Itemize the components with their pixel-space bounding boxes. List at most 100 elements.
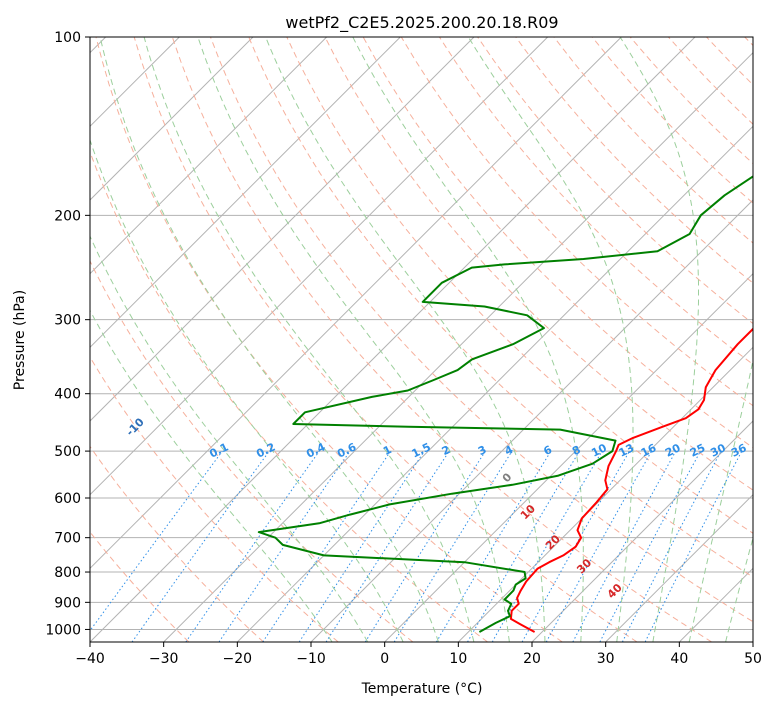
mixing-ratio-line — [262, 450, 392, 642]
moist-adiabat-line — [352, 37, 584, 642]
isotherm-line — [384, 272, 753, 642]
isotherm-line — [678, 567, 753, 642]
mixing-ratio-label: 6 — [541, 443, 554, 458]
dry-adiabat-line — [90, 531, 190, 642]
x-tick-label: −20 — [223, 651, 253, 667]
plot-frame — [89, 36, 754, 643]
dry-adiabat-line — [515, 37, 753, 284]
isotherm-line — [90, 37, 696, 642]
dry-adiabat-line — [286, 37, 753, 534]
mixing-ratio-label: 1 — [381, 443, 394, 458]
moist-adiabat-line — [90, 235, 369, 642]
x-tick-label: 20 — [523, 651, 541, 667]
mixing-ratio-line — [364, 450, 486, 642]
mixing-ratio-label: 25 — [688, 441, 707, 459]
mixing-ratio-line — [545, 450, 653, 642]
dry-adiabat-line — [90, 150, 488, 642]
mixing-ratio-label: 0.4 — [304, 440, 328, 460]
isotherm-line — [457, 346, 753, 642]
mixing-ratio-line — [298, 450, 425, 642]
isotherm-line — [90, 37, 328, 275]
mixing-ratio-line — [393, 450, 513, 642]
mixing-ratio-label: 2 — [440, 443, 453, 458]
x-axis-ticks: −40 −30 −20 −10 0 10 20 30 40 50 — [75, 642, 762, 667]
isotherm-line — [90, 37, 254, 201]
moist-adiabat-lines — [90, 37, 753, 642]
dry-adiabat-label: -10 — [124, 415, 147, 438]
moist-adiabat-line — [90, 138, 404, 642]
dry-adiabat-line — [668, 37, 753, 125]
mixing-ratio-label: 16 — [639, 441, 659, 460]
mixing-ratio-lines — [90, 450, 743, 642]
x-tick-label: −10 — [296, 651, 326, 667]
x-tick-label: 0 — [380, 651, 389, 667]
y-axis-label: Pressure (hPa) — [12, 290, 28, 390]
mixing-ratio-line — [185, 450, 320, 642]
moist-adiabat-line — [197, 37, 510, 642]
theta-label: 0 — [500, 470, 515, 485]
y-tick-label: 300 — [54, 313, 81, 329]
mixing-ratio-label: 0.1 — [207, 440, 230, 460]
x-tick-label: 50 — [744, 651, 762, 667]
moist-adiabat-line — [619, 37, 699, 642]
mixing-ratio-line — [90, 450, 223, 632]
y-tick-label: 600 — [54, 491, 81, 507]
dry-adiabat-line — [210, 37, 753, 623]
moist-adiabat-line — [265, 37, 546, 642]
mixing-ratio-label: 36 — [729, 441, 749, 460]
theta-label: 30 — [574, 556, 594, 576]
mixing-ratio-line — [572, 450, 677, 642]
mixing-ratio-line — [218, 450, 351, 642]
isobar-grid — [90, 37, 753, 630]
profile-series — [257, 175, 753, 633]
moist-adiabat-line — [688, 358, 753, 642]
moist-adiabat-line — [725, 536, 753, 642]
dry-adiabat-line — [248, 37, 753, 578]
dry-adiabat-line — [706, 37, 753, 86]
mixing-ratio-label: 1.5 — [410, 440, 433, 460]
x-tick-label: 30 — [597, 651, 615, 667]
isotherm-line — [163, 51, 753, 642]
y-tick-label: 400 — [54, 387, 81, 403]
isotherm-line — [531, 420, 753, 642]
isotherm-line — [90, 37, 475, 422]
mixing-ratio-label: 3 — [476, 443, 489, 458]
mixing-ratio-label: 10 — [589, 441, 609, 460]
mixing-ratio-label: 30 — [708, 441, 728, 460]
x-tick-label: 10 — [449, 651, 467, 667]
isotherm-line — [90, 37, 401, 349]
isotherm-line — [752, 641, 753, 642]
mixing-ratio-label: 0.6 — [335, 440, 359, 460]
mixing-ratio-line — [131, 450, 270, 642]
y-tick-label: 800 — [54, 565, 81, 581]
y-tick-label: 200 — [54, 208, 81, 224]
dewpoint-line — [257, 175, 753, 633]
x-tick-label: −30 — [149, 651, 179, 667]
temperature-line — [509, 327, 753, 633]
isotherm-line — [90, 37, 622, 570]
y-tick-label: 700 — [54, 531, 81, 547]
y-tick-label: 500 — [54, 444, 81, 460]
mixing-ratio-label: 4 — [503, 443, 516, 458]
isotherm-line — [605, 493, 753, 642]
theta-label: 10 — [518, 502, 538, 522]
y-tick-label: 100 — [54, 30, 81, 46]
isotherm-line — [90, 37, 549, 496]
x-axis-label: Temperature (°C) — [361, 681, 483, 697]
mixing-ratio-label: 20 — [663, 441, 683, 460]
theta-label: 20 — [543, 532, 563, 552]
x-tick-label: −40 — [75, 651, 105, 667]
dry-adiabat-line — [90, 259, 414, 642]
mixing-ratio-line — [644, 450, 743, 642]
x-tick-label: 40 — [670, 651, 688, 667]
line-labels: 0.10.20.40.611.52346810131620253036-100-… — [124, 415, 749, 601]
y-axis-ticks: 100 200 300 400 500 600 700 800 900 1000 — [45, 30, 90, 638]
y-tick-label: 900 — [54, 595, 81, 611]
mixing-ratio-line — [599, 450, 701, 642]
dry-adiabat-line — [591, 37, 753, 204]
dry-adiabat-line — [133, 37, 638, 642]
isotherm-lines — [90, 37, 753, 642]
dry-adiabat-line — [90, 445, 264, 642]
plot-area: 0.10.20.40.611.52346810131620253036-100-… — [90, 37, 753, 642]
